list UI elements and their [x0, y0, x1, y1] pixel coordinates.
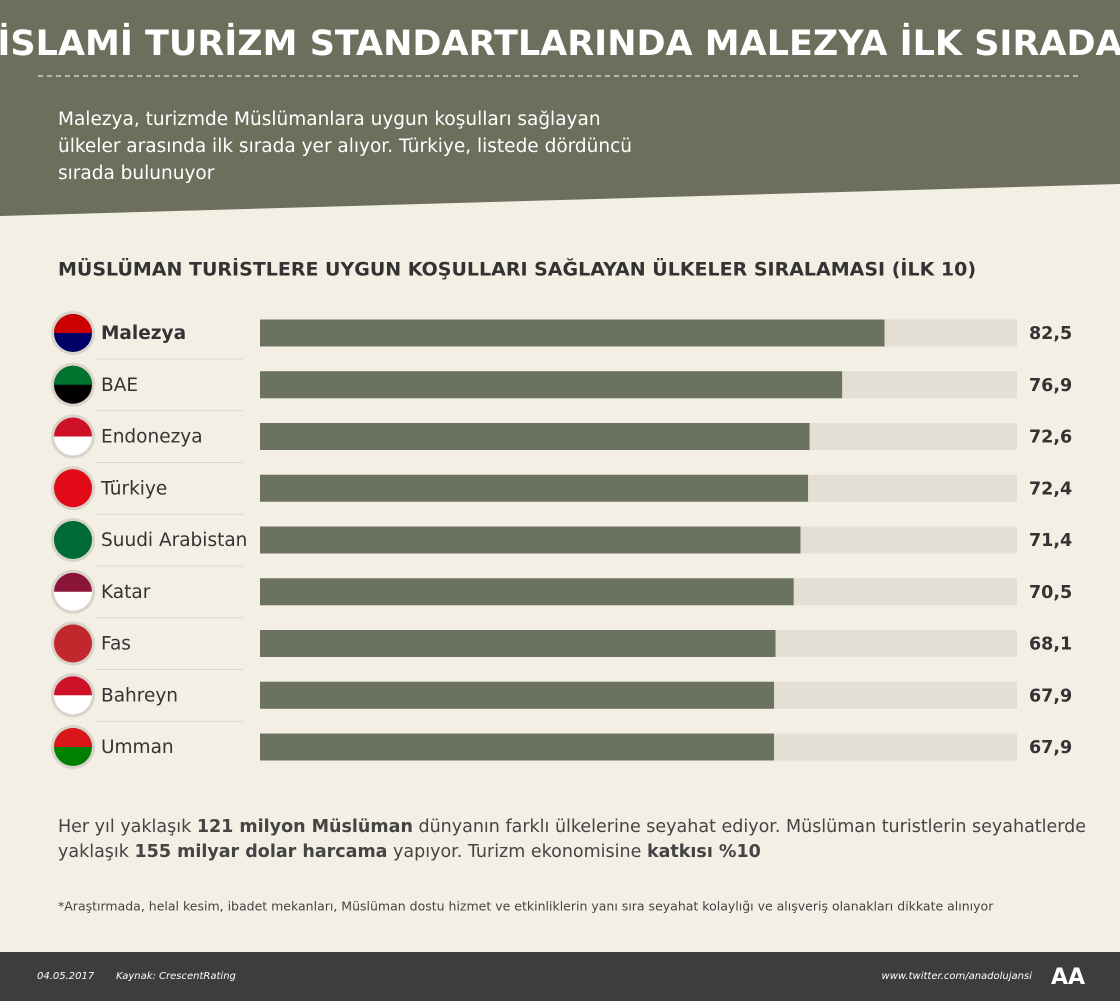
footer-band	[0, 952, 1120, 1001]
category-label: Umman	[101, 737, 174, 758]
category-label: BAE	[101, 375, 138, 396]
value-label: 67,9	[1029, 686, 1072, 706]
note-segment: 121 milyon Müslüman	[197, 817, 413, 837]
value-label: 76,9	[1029, 376, 1072, 396]
bar	[260, 733, 775, 761]
bar	[260, 474, 809, 502]
logo: AA	[1051, 965, 1085, 990]
subtitle: Malezya, turizmde Müslümanlara uygun koş…	[58, 109, 632, 184]
chart-title: MÜSLÜMAN TURİSTLERE UYGUN KOŞULLARI SAĞL…	[58, 257, 976, 281]
subtitle-line: ülkeler arasında ilk sırada yer alıyor. …	[58, 136, 632, 157]
footnote: *Araştırmada, helal kesim, ibadet mekanl…	[58, 899, 994, 914]
category-label: Bahreyn	[101, 685, 178, 706]
bar	[260, 423, 810, 450]
note-segment: dünyanın farklı ülkelerine seyahat ediyo…	[413, 817, 1086, 837]
value-label: 72,4	[1029, 479, 1072, 499]
value-label: 67,9	[1029, 738, 1072, 758]
category-label: Endonezya	[101, 427, 203, 448]
bar	[260, 630, 776, 657]
flag-half	[54, 624, 92, 644]
flag-half	[54, 728, 92, 747]
flag-half	[54, 365, 92, 385]
category-label: Fas	[101, 634, 131, 655]
bar	[260, 578, 794, 606]
subtitle-line: sırada bulunuyor	[58, 163, 215, 184]
value-label: 68,1	[1029, 635, 1072, 655]
title: İSLAMİ TURİZM STANDARTLARINDA MALEZYA İL…	[0, 22, 1120, 64]
category-label: Katar	[101, 582, 151, 603]
note-line: yaklaşık 155 milyar dolar harcama yapıyo…	[58, 842, 761, 862]
note: Her yıl yaklaşık 121 milyon Müslüman dün…	[58, 817, 1086, 862]
header-band	[0, 0, 1120, 216]
note-segment: katkısı %10	[647, 842, 761, 862]
note-segment: yaklaşık	[58, 842, 134, 862]
source: Kaynak: CrescentRating	[116, 971, 236, 982]
note-segment: yapıyor. Turizm ekonomisine	[387, 842, 646, 862]
category-label: Türkiye	[100, 478, 167, 499]
bar	[260, 371, 843, 399]
value-label: 82,5	[1029, 324, 1072, 344]
value-label: 70,5	[1029, 583, 1072, 603]
date: 04.05.2017	[37, 971, 95, 982]
note-segment: 155 milyar dolar harcama	[134, 842, 387, 862]
bar	[260, 681, 775, 709]
flag-half	[54, 521, 92, 540]
value-label: 71,4	[1029, 531, 1072, 551]
subtitle-line: Malezya, turizmde Müslümanlara uygun koş…	[58, 109, 601, 130]
flag-half	[54, 314, 92, 333]
twitter-handle: www.twitter.com/anadolujansi	[882, 971, 1033, 982]
note-line: Her yıl yaklaşık 121 milyon Müslüman dün…	[58, 817, 1086, 837]
bar	[260, 526, 801, 554]
flag-half	[54, 417, 92, 437]
category-label: Suudi Arabistan	[101, 530, 247, 551]
chart: Malezya 82,5 BAE 76,9 Endonezya 72,6 Türkiye 72…	[51, 311, 1072, 769]
note-segment: Her yıl yaklaşık	[58, 817, 197, 837]
flag-half	[54, 572, 92, 592]
category-label: Malezya	[101, 323, 186, 344]
flag-half	[54, 469, 92, 489]
flag-half	[54, 676, 92, 696]
bar	[260, 319, 885, 347]
value-label: 72,6	[1029, 428, 1072, 448]
